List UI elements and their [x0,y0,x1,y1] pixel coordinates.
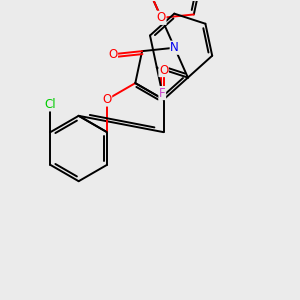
Text: O: O [159,64,168,76]
Text: O: O [108,48,118,61]
Text: N: N [170,41,179,54]
Text: O: O [102,93,112,106]
Text: O: O [157,11,166,24]
Text: F: F [159,87,166,100]
Text: Cl: Cl [44,98,56,111]
